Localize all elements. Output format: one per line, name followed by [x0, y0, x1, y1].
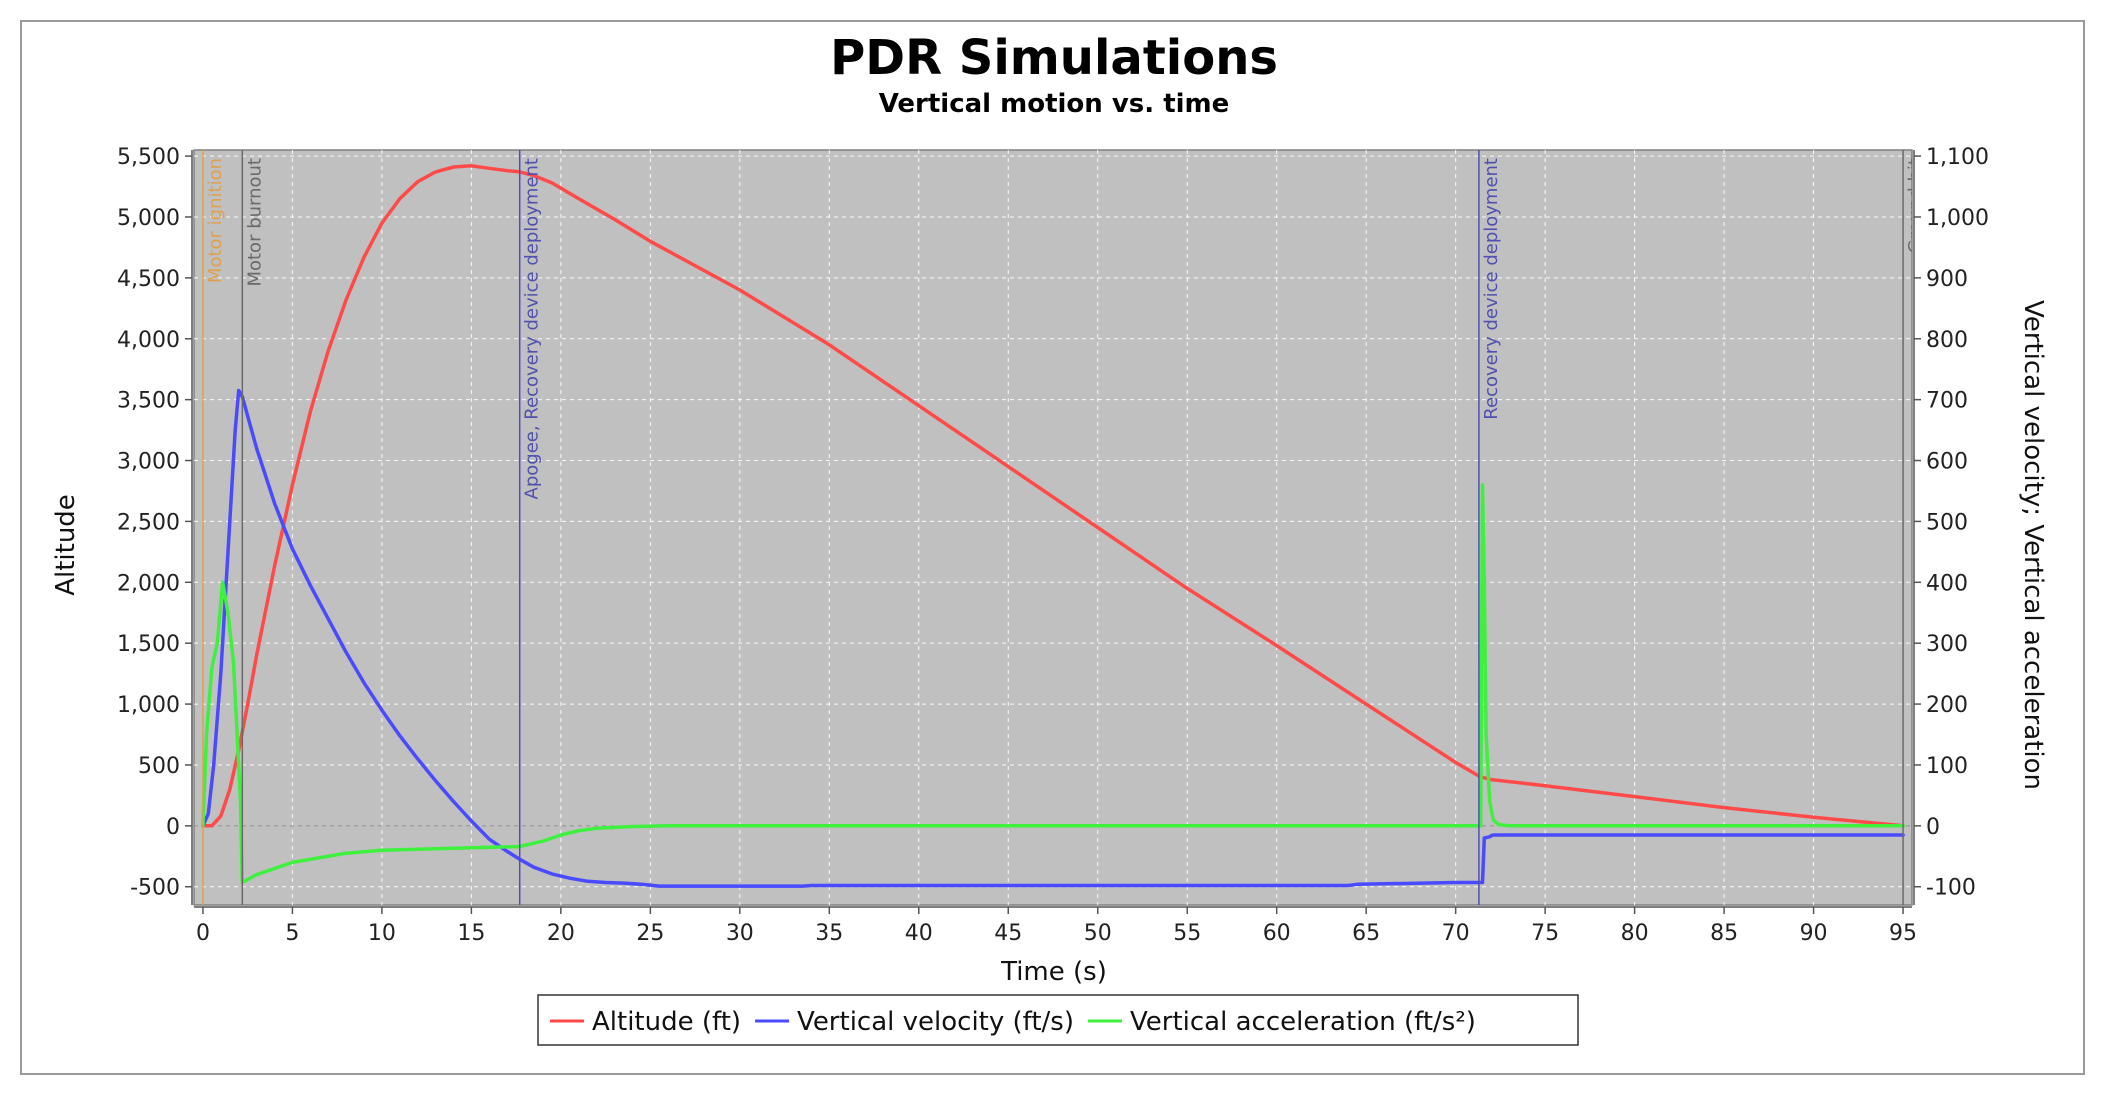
- y-left-tick-label: 500: [138, 754, 180, 779]
- chart-title: PDR Simulations: [830, 30, 1278, 86]
- y-right-tick-label: 400: [1926, 571, 1968, 596]
- x-axis-title: Time (s): [1000, 957, 1107, 987]
- legend-label: Vertical velocity (ft/s): [797, 1007, 1074, 1037]
- y-right-tick-label: 500: [1926, 510, 1968, 535]
- y-axis-title-right: Vertical velocity; Vertical acceleration: [2018, 300, 2048, 790]
- y-left-tick-label: 2,000: [117, 571, 180, 596]
- x-tick-label: 20: [547, 921, 575, 946]
- x-tick-label: 45: [994, 921, 1022, 946]
- y-axis-left: -500 0 500 1,000 1,500 2,000 2,500 3,000 3,500 4,…: [117, 145, 193, 905]
- axes: 0 5 10 15 20 25 30 35 40 45 50 55 60 65 70 75 80 85 90 95 -5…: [117, 145, 1989, 946]
- y-right-tick-label: 800: [1926, 328, 1968, 353]
- x-tick-label: 55: [1173, 921, 1201, 946]
- x-tick-label: 60: [1263, 921, 1291, 946]
- x-tick-label: 90: [1800, 921, 1828, 946]
- y-right-tick-label: 1,000: [1926, 206, 1989, 231]
- y-left-tick-label: 4,000: [117, 328, 180, 353]
- y-left-tick-label: -500: [130, 876, 180, 901]
- x-tick-label: 10: [368, 921, 396, 946]
- x-tick-label: 75: [1531, 921, 1559, 946]
- x-tick-label: 25: [636, 921, 664, 946]
- event-label: Motor burnout: [244, 158, 265, 287]
- legend-box: [537, 994, 1579, 1046]
- x-tick-label: 85: [1710, 921, 1738, 946]
- x-tick-label: 0: [196, 921, 210, 946]
- event-label: Recovery device deployment: [1481, 158, 1502, 420]
- x-tick-label: 35: [815, 921, 843, 946]
- x-tick-label: 40: [905, 921, 933, 946]
- y-right-tick-label: 900: [1926, 267, 1968, 292]
- chart-frame: PDR Simulations Vertical motion vs. time…: [20, 20, 2085, 1075]
- y-right-tick-label: 600: [1926, 450, 1968, 475]
- legend-label: Vertical acceleration (ft/s²): [1130, 1007, 1476, 1037]
- y-left-tick-label: 0: [166, 815, 180, 840]
- legend: Altitude (ft) Vertical velocity (ft/s) Ver…: [537, 994, 1579, 1046]
- event-label: Motor ignition: [205, 158, 226, 283]
- y-left-tick-label: 2,500: [117, 510, 180, 535]
- x-tick-label: 30: [726, 921, 754, 946]
- event-label: Apogee, Recovery device deployment: [522, 158, 543, 499]
- y-left-tick-label: 5,000: [117, 206, 180, 231]
- x-tick-label: 5: [285, 921, 299, 946]
- legend-label: Altitude (ft): [592, 1007, 741, 1037]
- x-tick-label: 80: [1621, 921, 1649, 946]
- y-right-tick-label: 0: [1926, 815, 1940, 840]
- x-tick-label: 50: [1084, 921, 1112, 946]
- y-right-tick-label: -100: [1926, 876, 1976, 901]
- x-axis: 0 5 10 15 20 25 30 35 40 45 50 55 60 65 70 75 80 85 90 95: [194, 906, 1917, 946]
- chart-svg: PDR Simulations Vertical motion vs. time…: [51, 30, 2048, 1046]
- plot-area: [193, 149, 1913, 906]
- plot-background: [193, 149, 1913, 906]
- chart-subtitle: Vertical motion vs. time: [879, 89, 1230, 119]
- y-right-tick-label: 100: [1926, 754, 1968, 779]
- y-left-tick-label: 4,500: [117, 267, 180, 292]
- x-tick-label: 15: [457, 921, 485, 946]
- y-right-tick-label: 200: [1926, 693, 1968, 718]
- y-axis-right: -100 0 100 200 300 400 500 600 700 800 900 1,000 1,1…: [1913, 145, 1989, 905]
- y-left-tick-label: 3,500: [117, 389, 180, 414]
- y-left-tick-label: 1,500: [117, 632, 180, 657]
- y-right-tick-label: 700: [1926, 389, 1968, 414]
- grid-lines: [194, 150, 1912, 905]
- x-tick-label: 95: [1889, 921, 1917, 946]
- event-label: Ground hit: [1905, 158, 1926, 253]
- acceleration-line: [201, 483, 1905, 885]
- y-axis-title-left: Altitude: [51, 494, 81, 596]
- y-left-tick-label: 3,000: [117, 450, 180, 475]
- x-tick-label: 65: [1352, 921, 1380, 946]
- event-markers: Motor ignition Motor burnout Apogee, Recov…: [202, 150, 1926, 905]
- y-left-tick-label: 1,000: [117, 693, 180, 718]
- x-tick-label: 70: [1442, 921, 1470, 946]
- y-left-tick-label: 5,500: [117, 145, 180, 170]
- y-right-tick-label: 1,100: [1926, 145, 1989, 170]
- y-right-tick-label: 300: [1926, 632, 1968, 657]
